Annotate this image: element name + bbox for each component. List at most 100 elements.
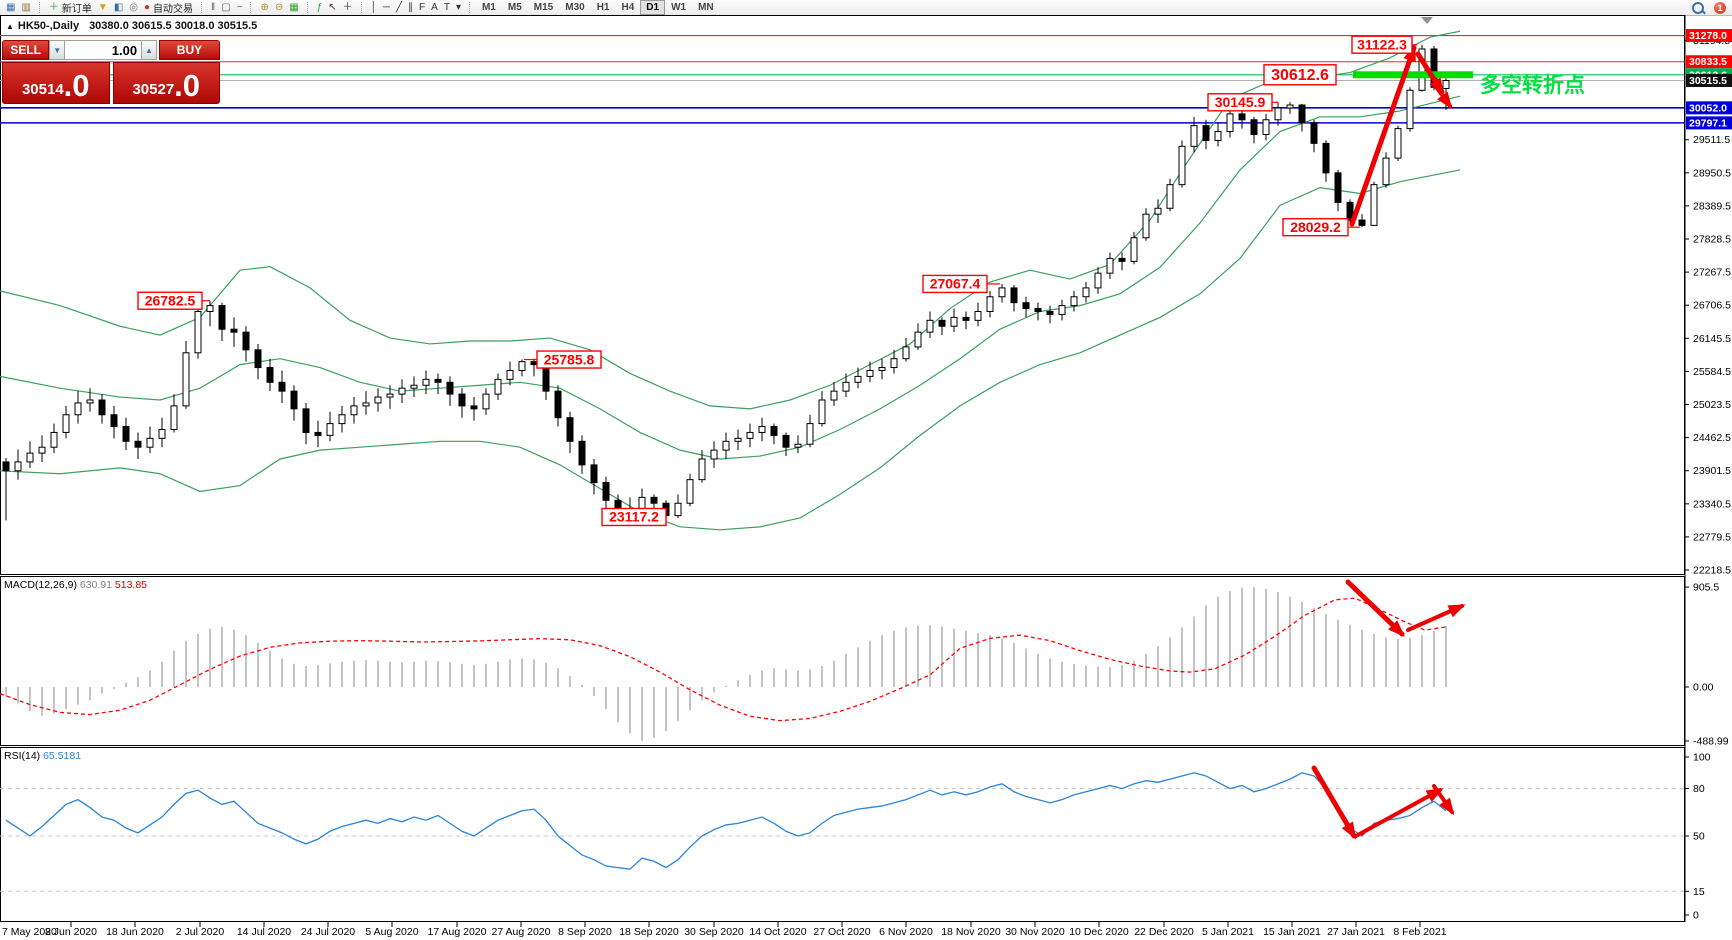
zoom-out-icon[interactable]: ⊖ xyxy=(272,1,286,14)
funnel-icon[interactable]: ▼ xyxy=(95,1,111,14)
candle-body xyxy=(446,381,454,395)
macd-signal-line xyxy=(0,597,1447,722)
candle-body xyxy=(578,440,586,466)
candle-body xyxy=(1238,113,1246,121)
price-tick-label: 26145.5 xyxy=(1693,333,1731,345)
horizontal-line-icon[interactable]: ─ xyxy=(380,1,393,14)
candle-body xyxy=(1082,287,1090,298)
trendline-icon[interactable]: ╱ xyxy=(393,1,405,14)
main-chart-panel[interactable] xyxy=(0,15,1685,575)
candle-body xyxy=(866,370,874,377)
candle-body xyxy=(1190,125,1198,147)
candle-body xyxy=(1046,311,1054,315)
trend-down-tip-arrow-head xyxy=(1437,91,1453,110)
timeframe-M30[interactable]: M30 xyxy=(565,2,585,13)
note-text[interactable]: 多空转折点 xyxy=(1480,73,1585,97)
timeframe-M15[interactable]: M15 xyxy=(533,2,554,13)
autotrade-icon[interactable]: ● 自动交易 xyxy=(141,1,196,15)
price-tick-label: 29511.5 xyxy=(1693,134,1730,146)
candle-body xyxy=(122,426,130,442)
candle-body xyxy=(290,390,298,410)
zoom-in-icon[interactable]: ⊕ xyxy=(257,1,271,14)
price-annotation-box[interactable] xyxy=(601,507,667,527)
candle-body xyxy=(14,461,22,472)
trend-up-arrow[interactable] xyxy=(1349,45,1417,227)
buy-price-main: 30527 xyxy=(132,81,175,98)
price-annotation-text: 30612.6 xyxy=(1271,67,1329,84)
vertical-line-icon: │ xyxy=(370,1,377,13)
candlestick-chart-icon[interactable]: ▢ xyxy=(218,1,233,14)
price-tick-label: 23901.5 xyxy=(1693,465,1731,477)
date-label: 6 Nov 2020 xyxy=(879,926,933,938)
rsi-tip-arrow-head xyxy=(1439,797,1455,816)
channel-icon[interactable]: ∥ xyxy=(405,1,416,14)
macd-panel[interactable] xyxy=(0,576,1685,746)
tile-windows-icon[interactable]: ▦ xyxy=(286,1,301,14)
candle-body xyxy=(1214,131,1222,141)
rsi-down-arrow[interactable] xyxy=(1311,765,1357,839)
indicators-icon[interactable]: ƒ xyxy=(314,1,326,14)
print-preview-icon[interactable]: ▥ xyxy=(18,1,33,14)
ohlc-values: 30380.0 30615.5 30018.0 30515.5 xyxy=(89,20,258,32)
bar-chart-icon[interactable]: ‖ xyxy=(208,1,218,14)
buy-price[interactable]: 30527 .0 xyxy=(112,62,220,104)
fibonacci-icon[interactable]: F xyxy=(416,1,428,14)
cursor-icon[interactable]: ↖ xyxy=(325,1,339,14)
volume-increase-button[interactable]: ▲ xyxy=(141,40,157,60)
chart-shift-icon[interactable]: ◧ xyxy=(111,1,126,14)
timeframe-H4[interactable]: H4 xyxy=(621,2,635,13)
crosshair-icon[interactable]: ＋ xyxy=(340,1,356,14)
candle-body xyxy=(686,479,694,504)
support-zone-bar[interactable] xyxy=(1353,71,1473,79)
arrows-icon[interactable]: ▾ xyxy=(453,1,464,14)
candle-body xyxy=(1274,107,1282,121)
macd-label: MACD(12,26,9) 630.91 513.85 xyxy=(4,579,147,591)
volume-decrease-button[interactable]: ▼ xyxy=(49,40,66,60)
buy-button[interactable]: BUY xyxy=(158,40,221,60)
candle-body xyxy=(782,434,790,448)
timeframe-M5[interactable]: M5 xyxy=(507,2,522,13)
sell-button[interactable]: SELL xyxy=(2,40,50,60)
notification-badge[interactable]: 1 xyxy=(1714,1,1726,14)
timeframe-M1[interactable]: M1 xyxy=(481,2,496,13)
autotrade-icon-label: 自动交易 xyxy=(153,4,194,15)
vertical-line-icon[interactable]: │ xyxy=(368,1,380,14)
bollinger-lower-band xyxy=(0,169,1461,531)
timeframe-MN[interactable]: MN xyxy=(698,2,714,13)
candle-body xyxy=(1250,119,1258,136)
toolbar-separator xyxy=(38,2,41,13)
charts-window-icon[interactable]: ▦ xyxy=(3,1,18,14)
timeframe-H1[interactable]: H1 xyxy=(596,2,610,13)
timeframe-group: M1 M5 M15 M30 H1 H4 D1 W1 MN xyxy=(473,0,723,15)
candle-body xyxy=(254,349,262,369)
text-icon[interactable]: A xyxy=(428,1,441,14)
chart-shift-marker-icon[interactable] xyxy=(1421,17,1433,24)
candle-body xyxy=(1094,272,1102,289)
candle-body xyxy=(974,311,982,321)
price-badge-label: 31278.0 xyxy=(1689,30,1727,42)
price-badge-label: 29797.1 xyxy=(1689,117,1727,129)
toolbar-group-pointer-tools: ƒ ↖ ＋ xyxy=(311,0,359,15)
buy-price-pips: .0 xyxy=(174,68,201,103)
toolbar: ▦ ▥ ＋新订单 ▼ ◧ ◎ ● 自动交易 ‖ ▢ ~ ⊕ ⊖ ▦ ƒ ↖ ＋ │ ─ ╱ ∥ F A T ▾ M1 M5 M15 M3… xyxy=(0,0,1732,16)
label-icon[interactable]: T xyxy=(441,1,453,14)
line-chart-icon[interactable]: ~ xyxy=(234,1,246,14)
rsi-panel[interactable] xyxy=(0,747,1685,922)
candle-body xyxy=(854,375,862,383)
rsi-up-arrow[interactable] xyxy=(1354,788,1442,838)
candle-body xyxy=(770,426,778,436)
timeframe-D1[interactable]: D1 xyxy=(640,0,666,15)
candle-body xyxy=(530,361,538,366)
search-icon[interactable] xyxy=(1692,1,1704,14)
volume-input[interactable] xyxy=(65,40,142,60)
new-order-icon[interactable]: ＋新订单 xyxy=(46,1,95,15)
toolbar-separator xyxy=(360,2,363,13)
toolbar-separator xyxy=(250,2,252,13)
candle-body xyxy=(674,502,682,517)
signal-icon[interactable]: ◎ xyxy=(126,1,141,14)
candle-body xyxy=(86,399,94,404)
sell-price[interactable]: 30514 .0 xyxy=(2,62,110,104)
timeframe-W1[interactable]: W1 xyxy=(671,2,687,13)
price-annotation-box[interactable] xyxy=(1263,64,1337,86)
